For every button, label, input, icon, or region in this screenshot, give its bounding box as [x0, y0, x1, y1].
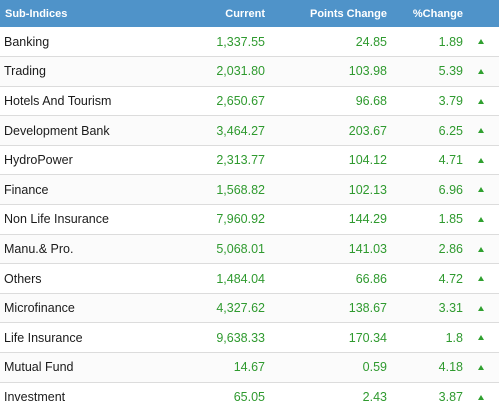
- row-trend: [463, 174, 499, 206]
- row-points-change: 104.12: [265, 145, 387, 176]
- row-pct-change: 6.25: [387, 115, 463, 146]
- row-points-change: 144.29: [265, 204, 387, 235]
- row-trend: [463, 86, 499, 117]
- row-name: Finance: [0, 174, 155, 206]
- up-arrow-icon: [478, 305, 484, 311]
- up-arrow-icon: [478, 394, 484, 400]
- row-pct-change: 1.89: [387, 27, 463, 58]
- row-current: 65.05: [155, 382, 265, 409]
- row-current: 1,568.82: [155, 174, 265, 206]
- row-name: Investment: [0, 382, 155, 409]
- table-body: Banking 1,337.55 24.85 1.89 Trading 2,03…: [0, 27, 499, 409]
- row-name: Microfinance: [0, 293, 155, 324]
- row-current: 1,337.55: [155, 27, 265, 58]
- up-arrow-icon: [478, 365, 484, 371]
- row-name: Development Bank: [0, 115, 155, 146]
- row-points-change: 170.34: [265, 322, 387, 354]
- row-current: 7,960.92: [155, 204, 265, 235]
- row-trend: [463, 27, 499, 58]
- row-pct-change: 3.31: [387, 293, 463, 324]
- header-current[interactable]: Current: [225, 7, 265, 20]
- table-row[interactable]: Microfinance 4,327.62 138.67 3.31: [0, 293, 499, 324]
- row-pct-change: 4.18: [387, 352, 463, 383]
- row-points-change: 24.85: [265, 27, 387, 58]
- row-trend: [463, 322, 499, 354]
- table-row[interactable]: Non Life Insurance 7,960.92 144.29 1.85: [0, 204, 499, 235]
- row-current: 4,327.62: [155, 293, 265, 324]
- row-pct-change: 2.86: [387, 234, 463, 265]
- row-trend: [463, 234, 499, 265]
- table-row[interactable]: Mutual Fund 14.67 0.59 4.18: [0, 352, 499, 383]
- table-row[interactable]: Others 1,484.04 66.86 4.72: [0, 263, 499, 294]
- row-name: Banking: [0, 27, 155, 58]
- row-points-change: 2.43: [265, 382, 387, 409]
- table-row[interactable]: Investment 65.05 2.43 3.87: [0, 382, 499, 409]
- up-arrow-icon: [478, 157, 484, 163]
- row-name: Life Insurance: [0, 322, 155, 354]
- row-trend: [463, 56, 499, 87]
- table-row[interactable]: Banking 1,337.55 24.85 1.89: [0, 27, 499, 58]
- up-arrow-icon: [478, 276, 484, 282]
- table-row[interactable]: Manu.& Pro. 5,068.01 141.03 2.86: [0, 234, 499, 265]
- row-points-change: 0.59: [265, 352, 387, 383]
- up-arrow-icon: [478, 39, 484, 45]
- row-name: Trading: [0, 56, 155, 87]
- table-row[interactable]: Hotels And Tourism 2,650.67 96.68 3.79: [0, 86, 499, 117]
- row-points-change: 96.68: [265, 86, 387, 117]
- row-current: 9,638.33: [155, 322, 265, 354]
- row-trend: [463, 115, 499, 146]
- row-pct-change: 4.71: [387, 145, 463, 176]
- table-row[interactable]: Development Bank 3,464.27 203.67 6.25: [0, 115, 499, 146]
- row-trend: [463, 263, 499, 294]
- row-points-change: 141.03: [265, 234, 387, 265]
- row-current: 5,068.01: [155, 234, 265, 265]
- up-arrow-icon: [478, 98, 484, 104]
- up-arrow-icon: [478, 128, 484, 134]
- row-pct-change: 6.96: [387, 174, 463, 206]
- up-arrow-icon: [478, 335, 484, 341]
- row-pct-change: 1.85: [387, 204, 463, 235]
- header-sub-indices[interactable]: Sub-Indices: [5, 7, 68, 20]
- row-trend: [463, 145, 499, 176]
- table-row[interactable]: HydroPower 2,313.77 104.12 4.71: [0, 145, 499, 176]
- table-row[interactable]: Life Insurance 9,638.33 170.34 1.8: [0, 322, 499, 354]
- row-pct-change: 3.79: [387, 86, 463, 117]
- up-arrow-icon: [478, 217, 484, 223]
- row-pct-change: 1.8: [387, 322, 463, 354]
- row-name: HydroPower: [0, 145, 155, 176]
- header-points-change[interactable]: Points Change: [309, 7, 387, 20]
- table-header-row: Sub-Indices Current Points Change %Chang…: [0, 0, 499, 27]
- up-arrow-icon: [478, 187, 484, 193]
- row-pct-change: 5.39: [387, 56, 463, 87]
- row-trend: [463, 204, 499, 235]
- row-name: Hotels And Tourism: [0, 86, 155, 117]
- row-points-change: 103.98: [265, 56, 387, 87]
- row-points-change: 66.86: [265, 263, 387, 294]
- row-pct-change: 4.72: [387, 263, 463, 294]
- up-arrow-icon: [478, 246, 484, 252]
- table-row[interactable]: Trading 2,031.80 103.98 5.39: [0, 56, 499, 87]
- row-points-change: 102.13: [265, 174, 387, 206]
- row-trend: [463, 293, 499, 324]
- row-current: 2,313.77: [155, 145, 265, 176]
- header-trend: [463, 0, 499, 27]
- row-name: Non Life Insurance: [0, 204, 155, 235]
- row-trend: [463, 382, 499, 409]
- table-row[interactable]: Finance 1,568.82 102.13 6.96: [0, 174, 499, 206]
- row-points-change: 203.67: [265, 115, 387, 146]
- row-current: 2,650.67: [155, 86, 265, 117]
- row-current: 2,031.80: [155, 56, 265, 87]
- row-current: 3,464.27: [155, 115, 265, 146]
- row-current: 1,484.04: [155, 263, 265, 294]
- row-pct-change: 3.87: [387, 382, 463, 409]
- row-name: Others: [0, 263, 155, 294]
- up-arrow-icon: [478, 69, 484, 75]
- row-name: Manu.& Pro.: [0, 234, 155, 265]
- row-name: Mutual Fund: [0, 352, 155, 383]
- header-pct-change[interactable]: %Change: [412, 7, 463, 20]
- row-current: 14.67: [155, 352, 265, 383]
- row-points-change: 138.67: [265, 293, 387, 324]
- row-trend: [463, 352, 499, 383]
